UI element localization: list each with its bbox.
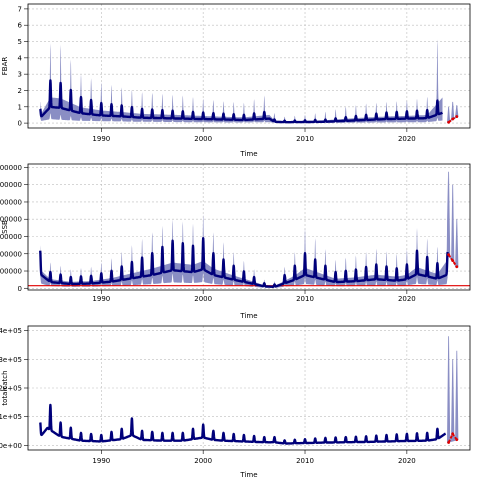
x-tick-label: 2020 bbox=[398, 135, 416, 143]
x-tick-label: 2000 bbox=[194, 135, 212, 143]
y-tick-label: 600000 bbox=[0, 233, 22, 241]
y-tick-label: 5 bbox=[18, 38, 22, 46]
fbar-panel: 1990 2000 2010 2020 0 1 2 3 4 5 6 7 Time FBAR bbox=[1, 3, 471, 158]
x-axis-title: Time bbox=[239, 312, 257, 320]
y-tick-label: 1e+05 bbox=[0, 413, 22, 421]
y-tick-label: 3e+05 bbox=[0, 356, 22, 364]
projection-point bbox=[451, 432, 455, 436]
y-tick-label: 6 bbox=[18, 22, 23, 30]
y-tick-label: 1400000 bbox=[0, 164, 22, 172]
x-tick-label: 1990 bbox=[92, 295, 110, 303]
y-tick-label: 0e+00 bbox=[0, 442, 22, 450]
plot-frame bbox=[27, 163, 471, 291]
x-axis-title: Time bbox=[239, 471, 257, 479]
median-line bbox=[39, 403, 447, 445]
projection-point bbox=[447, 253, 451, 257]
y-tick-label: 1200000 bbox=[0, 181, 22, 189]
x-tick-label: 2000 bbox=[194, 295, 212, 303]
plot-frame bbox=[27, 3, 471, 129]
x-tick-label: 2000 bbox=[194, 457, 212, 465]
y-axis-title: FBAR bbox=[1, 57, 9, 76]
x-tick-label: 2010 bbox=[296, 457, 314, 465]
y-tick-label: 7 bbox=[18, 5, 22, 13]
median-line bbox=[39, 79, 444, 124]
projection-band bbox=[446, 101, 459, 124]
uncertainty-band bbox=[40, 39, 443, 123]
x-tick-label: 2020 bbox=[398, 457, 416, 465]
y-tick-label: 4 bbox=[18, 54, 23, 62]
projection-point bbox=[455, 438, 459, 442]
projection-point bbox=[455, 265, 459, 269]
y-axis-title: SSB bbox=[1, 220, 9, 234]
y-tick-label: 2e+05 bbox=[0, 385, 22, 393]
y-axis-title: totalcatch bbox=[1, 370, 9, 405]
x-axis-title: Time bbox=[239, 150, 257, 158]
y-tick-label: 1000000 bbox=[0, 198, 22, 206]
y-tick-label: 2 bbox=[18, 87, 22, 95]
projection-point bbox=[451, 117, 455, 121]
catch-panel: 1990 2000 2010 2020 0e+00 1e+05 2e+05 3e+05 4e+0… bbox=[0, 325, 471, 479]
projection-band bbox=[446, 336, 459, 444]
y-tick-label: 1 bbox=[18, 103, 22, 111]
x-tick-label: 2020 bbox=[398, 295, 416, 303]
x-tick-label: 2010 bbox=[296, 295, 314, 303]
projection-point bbox=[455, 115, 459, 118]
y-tick-label: 3 bbox=[18, 71, 22, 79]
x-tick-label: 2010 bbox=[296, 135, 314, 143]
x-tick-label: 1990 bbox=[92, 135, 110, 143]
projection-point bbox=[447, 441, 451, 444]
y-tick-label: 400000 bbox=[0, 250, 22, 258]
projection-point bbox=[451, 259, 455, 263]
projection-point bbox=[447, 120, 451, 124]
x-tick-label: 1990 bbox=[92, 457, 110, 465]
y-tick-label: 4e+05 bbox=[0, 327, 22, 335]
median-line bbox=[39, 237, 449, 288]
y-tick-label: 0 bbox=[18, 285, 22, 293]
y-tick-label: 0 bbox=[18, 120, 22, 128]
projection-band bbox=[446, 171, 459, 268]
y-tick-label: 800000 bbox=[0, 216, 22, 224]
